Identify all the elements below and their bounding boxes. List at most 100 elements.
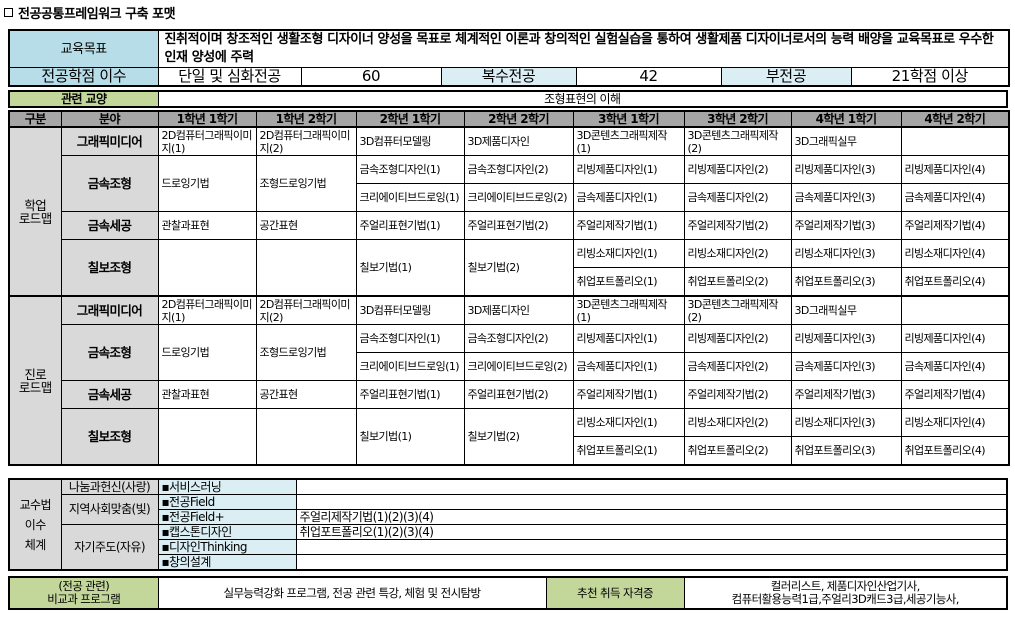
course-cell: 금속제품디자인(4) — [900, 183, 1010, 212]
field-name: 그래픽미디어 — [60, 295, 159, 325]
table-row: ▪창의설계 — [9, 554, 1008, 571]
course-cell: 주얼리표현기법(1) — [355, 380, 465, 409]
teaching-category: 자기주도(자유) — [60, 524, 159, 571]
table-row: 취업포트폴리오(1) 취업포트폴리오(2) 취업포트폴리오(3) 취업포트폴리오(4) — [9, 436, 1010, 466]
course-cell: 금속제품디자인(1) — [572, 352, 685, 381]
course-cell: 금속제품디자인(4) — [900, 352, 1010, 381]
extracurricular-label: (전공 관련) 비교과 프로그램 — [8, 576, 159, 610]
table-row: 지역사회맞춤(빛) ▪전공Field — [9, 494, 1008, 525]
label-line: (전공 관련) — [58, 579, 110, 593]
course-cell: 칠보기법(2) — [463, 239, 574, 297]
course-cell: 3D제품디자인 — [463, 126, 574, 156]
field-name: 금속조형 — [60, 155, 159, 212]
teaching-value — [295, 539, 1008, 555]
cert-line: 컬러리스트, 제품디자인산업기사, — [770, 579, 920, 593]
course-cell: 조형드로잉기법 — [255, 324, 357, 381]
course-cell: 주얼리제작기법(3) — [790, 211, 902, 240]
table-row: 크리에이티브드로잉(1) 크리에이티브드로잉(2) 금속제품디자인(1) 금속제품디자… — [9, 352, 1010, 381]
minor-value: 21학점 이상 — [850, 67, 1010, 87]
minor-label: 부전공 — [720, 67, 852, 87]
course-cell: 3D그래픽실무 — [790, 126, 902, 156]
course-cell: 리빙소재디자인(3) — [790, 239, 902, 268]
double-major-value: 42 — [575, 67, 722, 87]
extracurricular-table: (전공 관련) 비교과 프로그램 실무능력강화 프로그램, 전공 관련 특강, 체… — [8, 576, 1008, 610]
column-header: 2학년 1학기 — [355, 110, 465, 128]
teaching-item: ▪전공Field — [157, 494, 297, 510]
table-row: 칠보조형 칠보기법(1) 칠보기법(2) 리빙소재디자인(1) 리빙소재디자인(2) 리빙… — [9, 408, 1010, 466]
course-cell: 리빙소재디자인(1) — [572, 239, 685, 268]
teaching-method-label: 교수법 이수 체계 — [8, 478, 62, 571]
column-header: 1학년 2학기 — [255, 110, 357, 128]
course-cell — [900, 126, 1010, 156]
course-cell: 3D컴퓨터모델링 — [355, 295, 465, 325]
teaching-value — [295, 494, 1008, 510]
course-cell: 리빙소재디자인(1) — [572, 408, 685, 437]
title-text: 전공공통프레임워크 구축 포맷 — [18, 7, 176, 22]
table-row: 칠보조형 칠보기법(1) 칠보기법(2) 리빙소재디자인(1) 리빙소재디자인(2) 리빙… — [9, 239, 1010, 297]
course-cell: 칠보기법(1) — [355, 239, 465, 297]
course-cell: 리빙제품디자인(1) — [572, 155, 685, 184]
related-liberal-table: 관련 교양 조형표현의 이해 — [8, 90, 1008, 108]
table-row: 금속세공 관찰과표현 공간표현 주얼리표현기법(1) 주얼리표현기법(2) 주얼리제작기법… — [9, 211, 1010, 240]
column-header: 구분 — [8, 110, 62, 128]
course-cell: 주얼리제작기법(3) — [790, 380, 902, 409]
course-cell: 주얼리제작기법(1) — [572, 380, 685, 409]
course-cell: 칠보기법(2) — [463, 408, 574, 466]
course-cell: 금속조형디자인(2) — [463, 324, 574, 353]
course-cell: 드로잉기법 — [157, 324, 257, 381]
course-cell: 주얼리제작기법(4) — [900, 380, 1010, 409]
course-cell: 주얼리표현기법(2) — [463, 211, 574, 240]
course-cell: 금속제품디자인(2) — [683, 352, 792, 381]
course-cell: 공간표현 — [255, 211, 357, 240]
course-cell: 취업포트폴리오(4) — [900, 267, 1010, 297]
course-cell: 3D콘텐츠그래픽제작(1) — [572, 126, 685, 156]
course-cell: 리빙소재디자인(2) — [683, 239, 792, 268]
column-header: 분야 — [60, 110, 159, 128]
double-major-label: 복수전공 — [440, 67, 577, 87]
column-header: 3학년 1학기 — [572, 110, 685, 128]
course-cell: 3D제품디자인 — [463, 295, 574, 325]
column-header: 1학년 1학기 — [157, 110, 257, 128]
course-cell: 리빙제품디자인(2) — [683, 155, 792, 184]
course-cell: 금속조형디자인(2) — [463, 155, 574, 184]
course-cell: 공간표현 — [255, 380, 357, 409]
course-cell: 리빙소재디자인(4) — [900, 239, 1010, 268]
course-cell — [255, 239, 357, 297]
course-cell: 리빙제품디자인(4) — [900, 324, 1010, 353]
field-name: 그래픽미디어 — [60, 126, 159, 156]
field-name: 금속조형 — [60, 324, 159, 381]
teaching-method-table: 교수법 이수 체계 나눔과헌신(사랑) ▪서비스러닝 지역사회맞춤(빛) ▪전공Fiel… — [8, 478, 1008, 571]
course-cell: 드로잉기법 — [157, 155, 257, 212]
course-cell: 3D콘텐츠그래픽제작(1) — [572, 295, 685, 325]
course-cell: 리빙제품디자인(3) — [790, 324, 902, 353]
course-cell: 리빙소재디자인(4) — [900, 408, 1010, 437]
course-cell: 크리에이티브드로잉(2) — [463, 183, 574, 212]
course-cell: 취업포트폴리오(3) — [790, 436, 902, 466]
cert-line: 컴퓨터활용능력1급,주얼리3D캐드3급,세공기능사, — [731, 592, 960, 606]
course-cell: 2D컴퓨터그래픽이미지(2) — [255, 295, 357, 325]
table-row: 교수법 이수 체계 나눔과헌신(사랑) ▪서비스러닝 — [8, 478, 1008, 571]
column-header: 3학년 2학기 — [683, 110, 792, 128]
teaching-category: 나눔과헌신(사랑) — [60, 478, 159, 495]
certificate-list: 컬러리스트, 제품디자인산업기사, 컴퓨터활용능력1급,주얼리3D캐드3급,세공기… — [683, 576, 1008, 610]
table-row: 자기주도(자유) ▪캡스톤디자인 취업포트폴리오(1)(2)(3)(4) — [9, 524, 1008, 571]
course-cell: 취업포트폴리오(3) — [790, 267, 902, 297]
course-cell: 2D컴퓨터그래픽이미지(1) — [157, 295, 257, 325]
course-cell — [157, 239, 257, 297]
course-cell: 리빙제품디자인(2) — [683, 324, 792, 353]
roadmap-group-label: 진로 로드맵 — [8, 295, 62, 466]
square-bullet-icon — [4, 8, 13, 17]
course-cell: 크리에이티브드로잉(2) — [463, 352, 574, 381]
course-cell: 금속제품디자인(3) — [790, 352, 902, 381]
page-title: 전공공통프레임워크 구축 포맷 — [4, 3, 176, 22]
course-cell: 관찰과표현 — [157, 211, 257, 240]
course-cell: 크리에이티브드로잉(1) — [355, 352, 465, 381]
course-cell: 취업포트폴리오(2) — [683, 267, 792, 297]
related-label: 관련 교양 — [8, 90, 159, 108]
table-row: 금속세공 관찰과표현 공간표현 주얼리표현기법(1) 주얼리표현기법(2) 주얼리제작기법… — [9, 380, 1010, 409]
roadmap-table: 구분 분야 1학년 1학기 1학년 2학기 2학년 1학기 2학년 2학기 3학년 1학기 3… — [8, 110, 1010, 466]
single-major-label: 단일 및 심화전공 — [157, 67, 302, 87]
single-major-value: 60 — [300, 67, 442, 87]
course-cell — [900, 295, 1010, 325]
course-cell: 금속조형디자인(1) — [355, 324, 465, 353]
